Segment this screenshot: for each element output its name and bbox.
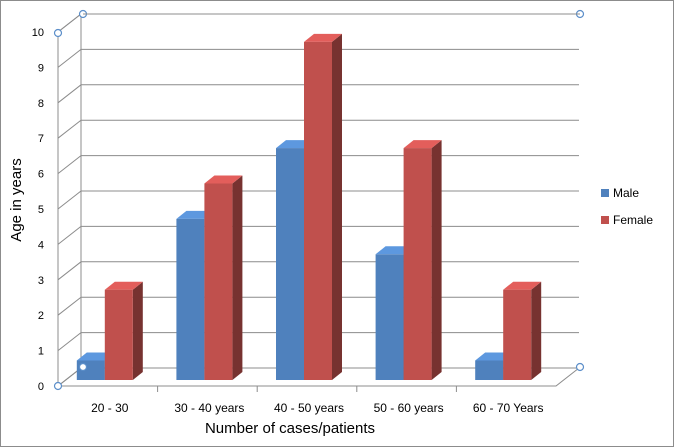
bar-front bbox=[304, 41, 332, 381]
legend: Male Female bbox=[601, 186, 653, 227]
selection-handle bbox=[575, 362, 585, 372]
bar-side bbox=[531, 281, 542, 380]
bar-top bbox=[403, 140, 442, 149]
bar-front bbox=[475, 360, 504, 380]
y-tick-labels: 0 1 2 3 4 5 6 7 8 9 10 bbox=[32, 27, 44, 393]
bar-top bbox=[304, 33, 342, 42]
y-tick-label: 7 bbox=[38, 133, 44, 145]
bar-side bbox=[431, 140, 442, 380]
bar-front bbox=[176, 218, 205, 380]
y-tick-label: 6 bbox=[38, 169, 44, 181]
gridline bbox=[57, 48, 579, 68]
y-tick-label: 8 bbox=[38, 98, 44, 110]
bar-front bbox=[375, 254, 404, 380]
y-tick-label: 1 bbox=[38, 346, 44, 358]
legend-swatch-female bbox=[601, 216, 609, 224]
selection-handles bbox=[53, 9, 585, 391]
bar-front bbox=[403, 148, 432, 380]
legend-label-male: Male bbox=[613, 186, 639, 200]
y-tick-label: 5 bbox=[38, 204, 44, 216]
x-axis-title: Number of cases/patients bbox=[205, 420, 375, 437]
bar-female-4 bbox=[503, 281, 542, 380]
bar-front bbox=[104, 289, 133, 380]
bar-front bbox=[503, 289, 532, 380]
y-tick-label: 3 bbox=[38, 275, 44, 287]
bar-side bbox=[232, 175, 243, 380]
bar-side bbox=[132, 281, 143, 380]
y-tick-label: 4 bbox=[38, 239, 44, 251]
bar-side bbox=[332, 33, 342, 381]
gridline bbox=[57, 119, 579, 139]
gridline bbox=[57, 84, 579, 104]
y-tick-label: 2 bbox=[38, 310, 44, 322]
selection-handle bbox=[53, 28, 63, 38]
x-tick-label: 40 - 50 years bbox=[274, 401, 344, 415]
x-tick-label: 30 - 40 years bbox=[174, 401, 244, 415]
y-tick-label: 10 bbox=[32, 27, 44, 39]
selection-handle bbox=[53, 381, 63, 391]
bar-female-2 bbox=[304, 33, 342, 381]
bar-female-1 bbox=[204, 175, 243, 380]
legend-swatch-male bbox=[601, 189, 609, 197]
gridline bbox=[57, 13, 579, 33]
bar-female-0 bbox=[104, 281, 143, 380]
selection-handle bbox=[78, 362, 88, 372]
x-tick-label: 60 - 70 Years bbox=[473, 401, 544, 415]
bar-top bbox=[204, 175, 243, 184]
bar-front bbox=[276, 148, 304, 380]
legend-label-female: Female bbox=[613, 213, 653, 227]
y-tick-label: 0 bbox=[38, 381, 44, 393]
bar-top bbox=[104, 281, 143, 290]
bar-female-3 bbox=[403, 140, 442, 380]
y-tick-label: 9 bbox=[38, 62, 44, 74]
bar-top bbox=[503, 281, 542, 290]
x-tick-label: 20 - 30 bbox=[91, 401, 129, 415]
x-tick-label: 50 - 60 years bbox=[374, 401, 444, 415]
y-axis-title: Age in years bbox=[8, 158, 25, 241]
bar-front bbox=[204, 183, 233, 380]
bars bbox=[76, 33, 542, 381]
x-tick-labels: 20 - 30 30 - 40 years 40 - 50 years 50 - 60… bbox=[91, 401, 543, 415]
